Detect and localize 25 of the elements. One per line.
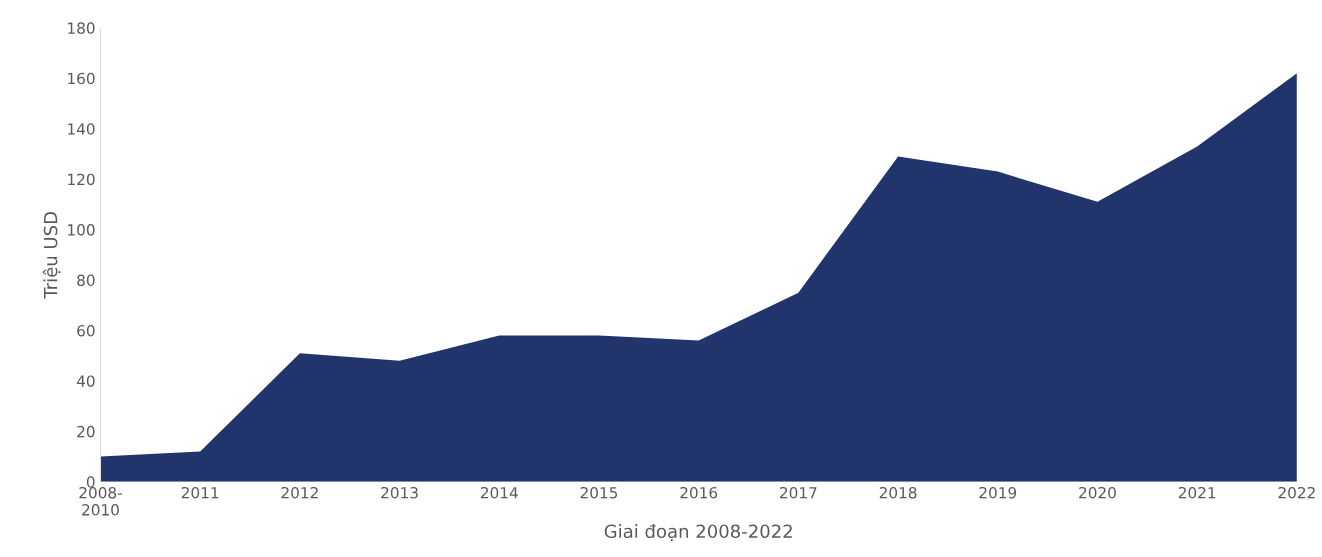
x-tick-label: 2022 [1278,486,1315,499]
x-tick-label: 2018 [879,486,917,499]
y-tick-label: 40 [76,375,95,387]
x-tick-label: 2014 [480,486,518,499]
x-axis-title: Giai đoạn 2008-2022 [604,524,792,542]
y-tick-label: 80 [77,274,95,287]
y-tick-label: 140 [68,123,95,135]
x-tick-label: 2008- 2010 [79,486,122,516]
x-tick-label: 2020 [1079,486,1116,499]
x-tick-label: 2011 [181,486,219,499]
y-tick-label: 0 [86,476,95,488]
y-tick-label: 60 [77,324,95,337]
x-tick-label: 2016 [680,486,718,499]
x-tick-label: 2012 [281,486,318,499]
x-tick-label: 2019 [979,486,1017,499]
y-tick-label: 160 [68,72,95,85]
x-tick-label: 2021 [1178,486,1216,499]
x-tick-label: 2015 [580,486,618,499]
y-tick-label: 120 [68,173,95,186]
y-tick-label: 100 [68,224,95,236]
y-tick-label: 180 [68,22,95,34]
x-tick-label: 2013 [381,486,418,499]
y-tick-label: 20 [77,425,95,438]
x-tick-label: 2017 [780,486,817,499]
y-axis-title: Triệu USD [42,212,61,299]
